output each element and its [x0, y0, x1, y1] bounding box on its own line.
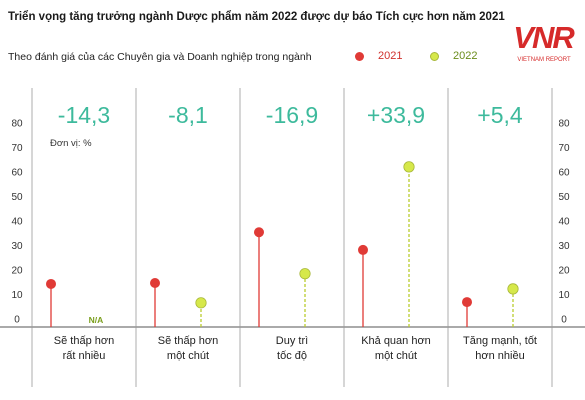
category-label-line: hơn nhiều — [475, 350, 524, 362]
y-tick-label-right: 80 — [558, 119, 570, 130]
vnr-logo: VNR VIETNAM REPORT — [513, 20, 577, 63]
point-2022 — [507, 283, 519, 295]
change-value-label: -14,3 — [58, 102, 110, 128]
series-2022: N/A — [89, 161, 519, 327]
y-tick-label-left: 30 — [11, 241, 23, 252]
series-2021 — [46, 227, 472, 327]
y-tick-label-left: 60 — [11, 168, 23, 179]
category-label-line: rất nhiều — [63, 350, 106, 362]
point-2021 — [150, 277, 160, 288]
change-value-label: -16,9 — [266, 102, 318, 128]
category-label-line: Sẽ thấp hơn — [158, 335, 218, 347]
y-axis-left: 0 10 20 30 40 50 60 70 80 — [11, 119, 23, 326]
category-label-line: Tăng mạnh, tốt — [463, 335, 537, 347]
chart-subtitle: Theo đánh giá của các Chuyên gia và Doan… — [8, 51, 312, 63]
y-tick-label-right: 70 — [558, 143, 570, 154]
y-tick-label-right: 40 — [558, 217, 570, 228]
legend-label-2021: 2021 — [378, 50, 403, 62]
unit-label: Đơn vị: % — [50, 138, 92, 149]
category-label-line: một chút — [375, 350, 417, 362]
y-tick-label-left: 10 — [11, 290, 23, 301]
y-tick-label-right: 0 — [561, 315, 567, 326]
legend-marker-2022 — [430, 51, 439, 61]
y-axis-right: 0 10 20 30 40 50 60 70 80 — [558, 119, 570, 326]
y-tick-label-left: 50 — [11, 192, 23, 203]
point-2021 — [358, 244, 368, 255]
legend-marker-2021 — [355, 51, 364, 61]
chart-frame — [0, 88, 585, 387]
vnr-logo-wordmark: VNR — [513, 20, 575, 55]
y-tick-label-left: 40 — [11, 217, 23, 228]
category-labels: Sẽ thấp hơn rất nhiều Sẽ thấp hơn một chút D… — [54, 335, 537, 362]
point-2021 — [46, 278, 56, 289]
y-tick-label-right: 10 — [558, 290, 570, 301]
na-label-2022: N/A — [89, 315, 104, 325]
legend-item-2022: 2022 — [430, 50, 477, 62]
category-label-line: tốc độ — [277, 350, 307, 362]
y-tick-label-right: 50 — [558, 192, 570, 203]
chart-title: Triển vọng tăng trưởng ngành Dược phẩm n… — [8, 11, 505, 23]
category-label-line: một chút — [167, 350, 209, 362]
point-2022 — [195, 297, 207, 309]
vnr-logo-tagline: VIETNAM REPORT — [517, 57, 571, 63]
y-tick-label-left: 70 — [11, 143, 23, 154]
change-labels: -14,3 -8,1 -16,9 +33,9 +5,4 — [58, 102, 523, 128]
y-tick-label-right: 30 — [558, 241, 570, 252]
point-2022 — [403, 161, 415, 173]
point-2022 — [299, 268, 311, 280]
category-label-line: Sẽ thấp hơn — [54, 335, 114, 347]
legend-item-2021: 2021 — [355, 50, 402, 62]
change-value-label: +5,4 — [477, 102, 523, 128]
y-tick-label-right: 60 — [558, 168, 570, 179]
y-tick-label-left: 20 — [11, 266, 23, 277]
y-tick-label-right: 20 — [558, 266, 570, 277]
y-tick-label-left: 80 — [11, 119, 23, 130]
change-value-label: -8,1 — [168, 102, 208, 128]
y-tick-label-left: 0 — [14, 315, 20, 326]
point-2021 — [462, 297, 472, 308]
point-2021 — [254, 227, 264, 238]
category-label-line: Khả quan hơn — [361, 335, 431, 347]
change-value-label: +33,9 — [367, 102, 425, 128]
legend-label-2022: 2022 — [453, 50, 478, 62]
category-label-line: Duy trì — [276, 335, 308, 347]
